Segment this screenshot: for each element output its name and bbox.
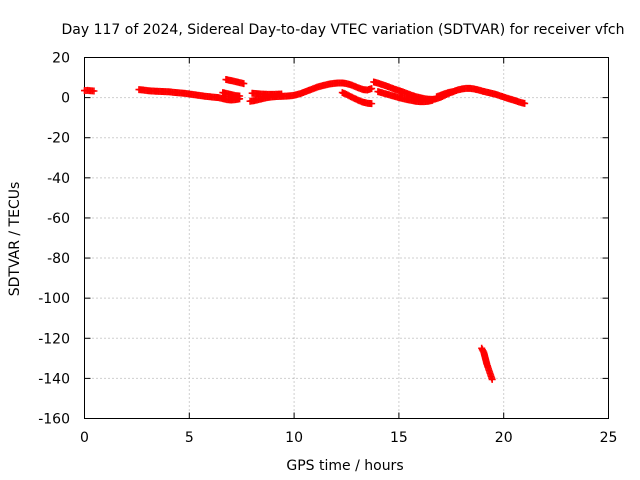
y-tick-label: -80 — [47, 251, 70, 267]
data-point — [449, 88, 457, 96]
data-point — [278, 90, 286, 98]
x-tick-label: 0 — [80, 430, 89, 446]
axis-ticks: 0 5 10 15 20 25 20 0 -20 -40 -60 -80 -100 -120 -140 -16… — [38, 51, 617, 447]
y-tick-label: -60 — [47, 211, 70, 227]
data-points — [81, 76, 529, 383]
y-tick-label: -40 — [47, 171, 70, 187]
y-tick-label: -160 — [38, 412, 70, 428]
y-axis-label: SDTVAR / TECUs — [7, 182, 23, 297]
y-tick-label: -100 — [38, 291, 70, 307]
x-tick-label: 25 — [600, 430, 618, 446]
x-tick-label: 5 — [185, 430, 194, 446]
chart-title: Day 117 of 2024, Sidereal Day-to-day VTE… — [61, 22, 624, 38]
y-tick-label: 20 — [52, 51, 70, 67]
data-point — [236, 92, 244, 100]
y-tick-label: -140 — [38, 371, 70, 387]
x-tick-label: 10 — [285, 430, 303, 446]
data-point — [368, 85, 376, 93]
x-axis-label: GPS time / hours — [286, 458, 403, 474]
data-point — [240, 80, 248, 88]
x-tick-label: 15 — [390, 430, 408, 446]
data-point — [521, 99, 529, 107]
x-tick-label: 20 — [495, 430, 513, 446]
y-tick-label: -120 — [38, 331, 70, 347]
data-point — [368, 100, 376, 108]
data-point — [90, 87, 98, 95]
grid-lines — [84, 57, 609, 419]
data-point — [488, 375, 496, 383]
plot-frame — [84, 57, 609, 419]
y-tick-label: 0 — [61, 91, 70, 107]
y-tick-label: -20 — [47, 131, 70, 147]
